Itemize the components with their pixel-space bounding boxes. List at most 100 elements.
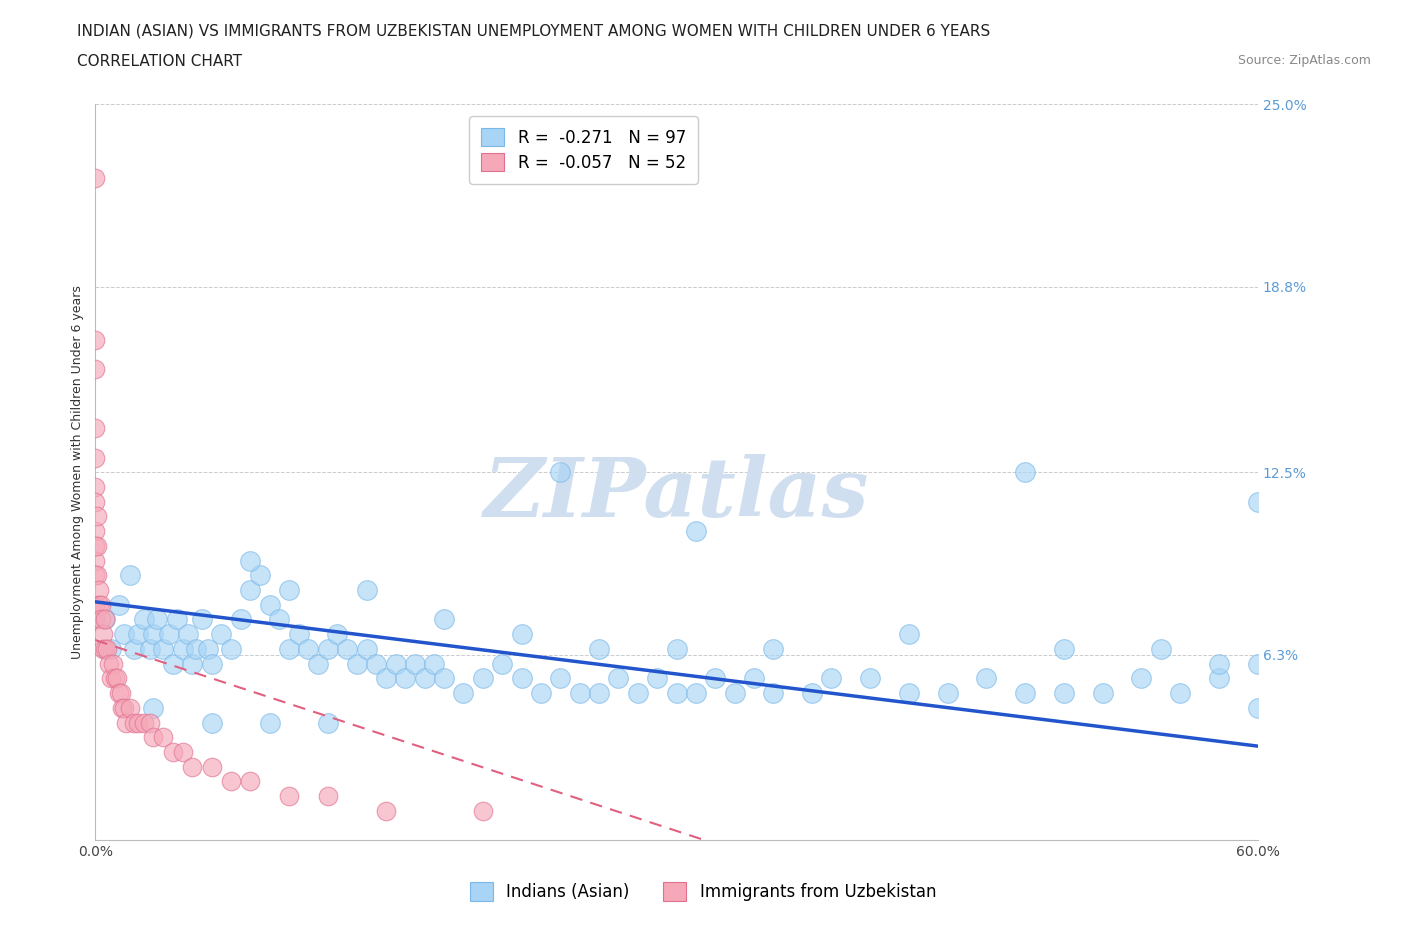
Point xyxy=(90,597,112,612)
Point xyxy=(491,657,513,671)
Point xyxy=(200,657,222,671)
Point xyxy=(107,597,129,612)
Point xyxy=(384,657,406,671)
Point xyxy=(685,524,707,538)
Point xyxy=(166,612,188,627)
Point xyxy=(127,715,149,730)
Point xyxy=(120,568,142,583)
Point xyxy=(307,657,329,671)
Point xyxy=(588,685,610,700)
Point xyxy=(665,685,688,700)
Point xyxy=(209,627,232,642)
Point xyxy=(239,582,262,597)
Point xyxy=(897,627,920,642)
Point xyxy=(413,671,436,685)
Point xyxy=(1014,685,1036,700)
Point xyxy=(394,671,416,685)
Point xyxy=(172,745,194,760)
Point xyxy=(96,642,118,657)
Point xyxy=(84,332,107,347)
Point xyxy=(184,642,207,657)
Point xyxy=(568,685,591,700)
Point xyxy=(269,612,291,627)
Point xyxy=(1208,657,1230,671)
Point xyxy=(200,759,222,774)
Point xyxy=(278,789,301,804)
Point xyxy=(239,774,262,789)
Point xyxy=(346,657,368,671)
Point xyxy=(84,568,107,583)
Point xyxy=(89,582,111,597)
Point xyxy=(181,759,204,774)
Point xyxy=(801,685,824,700)
Point xyxy=(859,671,882,685)
Point xyxy=(423,657,446,671)
Text: Source: ZipAtlas.com: Source: ZipAtlas.com xyxy=(1237,54,1371,67)
Point xyxy=(91,627,114,642)
Point xyxy=(229,612,252,627)
Point xyxy=(316,715,339,730)
Point xyxy=(820,671,842,685)
Point xyxy=(1053,685,1076,700)
Point xyxy=(115,715,138,730)
Point xyxy=(433,612,456,627)
Point xyxy=(84,170,107,185)
Point xyxy=(1091,685,1114,700)
Point xyxy=(200,715,222,730)
Point xyxy=(84,538,107,553)
Point xyxy=(316,789,339,804)
Point xyxy=(588,642,610,657)
Point xyxy=(1246,657,1268,671)
Point xyxy=(84,597,107,612)
Y-axis label: Unemployment Among Women with Children Under 6 years: Unemployment Among Women with Children U… xyxy=(72,286,84,659)
Point xyxy=(530,685,553,700)
Point xyxy=(132,612,155,627)
Point xyxy=(976,671,998,685)
Point xyxy=(723,685,745,700)
Point xyxy=(104,671,127,685)
Point xyxy=(287,627,309,642)
Point xyxy=(127,627,149,642)
Point xyxy=(742,671,765,685)
Point xyxy=(1150,642,1173,657)
Point xyxy=(162,745,184,760)
Point xyxy=(162,657,184,671)
Point xyxy=(122,715,145,730)
Point xyxy=(665,642,688,657)
Point xyxy=(122,642,145,657)
Point xyxy=(89,597,111,612)
Point xyxy=(84,524,107,538)
Point xyxy=(138,642,160,657)
Point xyxy=(152,642,174,657)
Point xyxy=(94,612,117,627)
Point xyxy=(101,657,124,671)
Point xyxy=(177,627,200,642)
Point xyxy=(152,730,174,745)
Point xyxy=(191,612,214,627)
Point xyxy=(94,612,117,627)
Legend: R =  -0.271   N = 97, R =  -0.057   N = 52: R = -0.271 N = 97, R = -0.057 N = 52 xyxy=(470,116,697,183)
Point xyxy=(548,671,571,685)
Point xyxy=(374,804,396,818)
Point xyxy=(510,627,533,642)
Point xyxy=(762,685,785,700)
Point xyxy=(111,700,134,715)
Point xyxy=(1246,494,1268,509)
Point xyxy=(172,642,194,657)
Point xyxy=(1130,671,1153,685)
Point xyxy=(100,642,122,657)
Point xyxy=(336,642,359,657)
Point xyxy=(762,642,785,657)
Point xyxy=(259,715,281,730)
Point xyxy=(157,627,180,642)
Point xyxy=(510,671,533,685)
Point xyxy=(86,568,108,583)
Point xyxy=(100,671,122,685)
Point xyxy=(607,671,630,685)
Point xyxy=(142,700,165,715)
Point xyxy=(120,700,142,715)
Point xyxy=(1208,671,1230,685)
Point xyxy=(645,671,668,685)
Point xyxy=(107,685,129,700)
Point xyxy=(453,685,475,700)
